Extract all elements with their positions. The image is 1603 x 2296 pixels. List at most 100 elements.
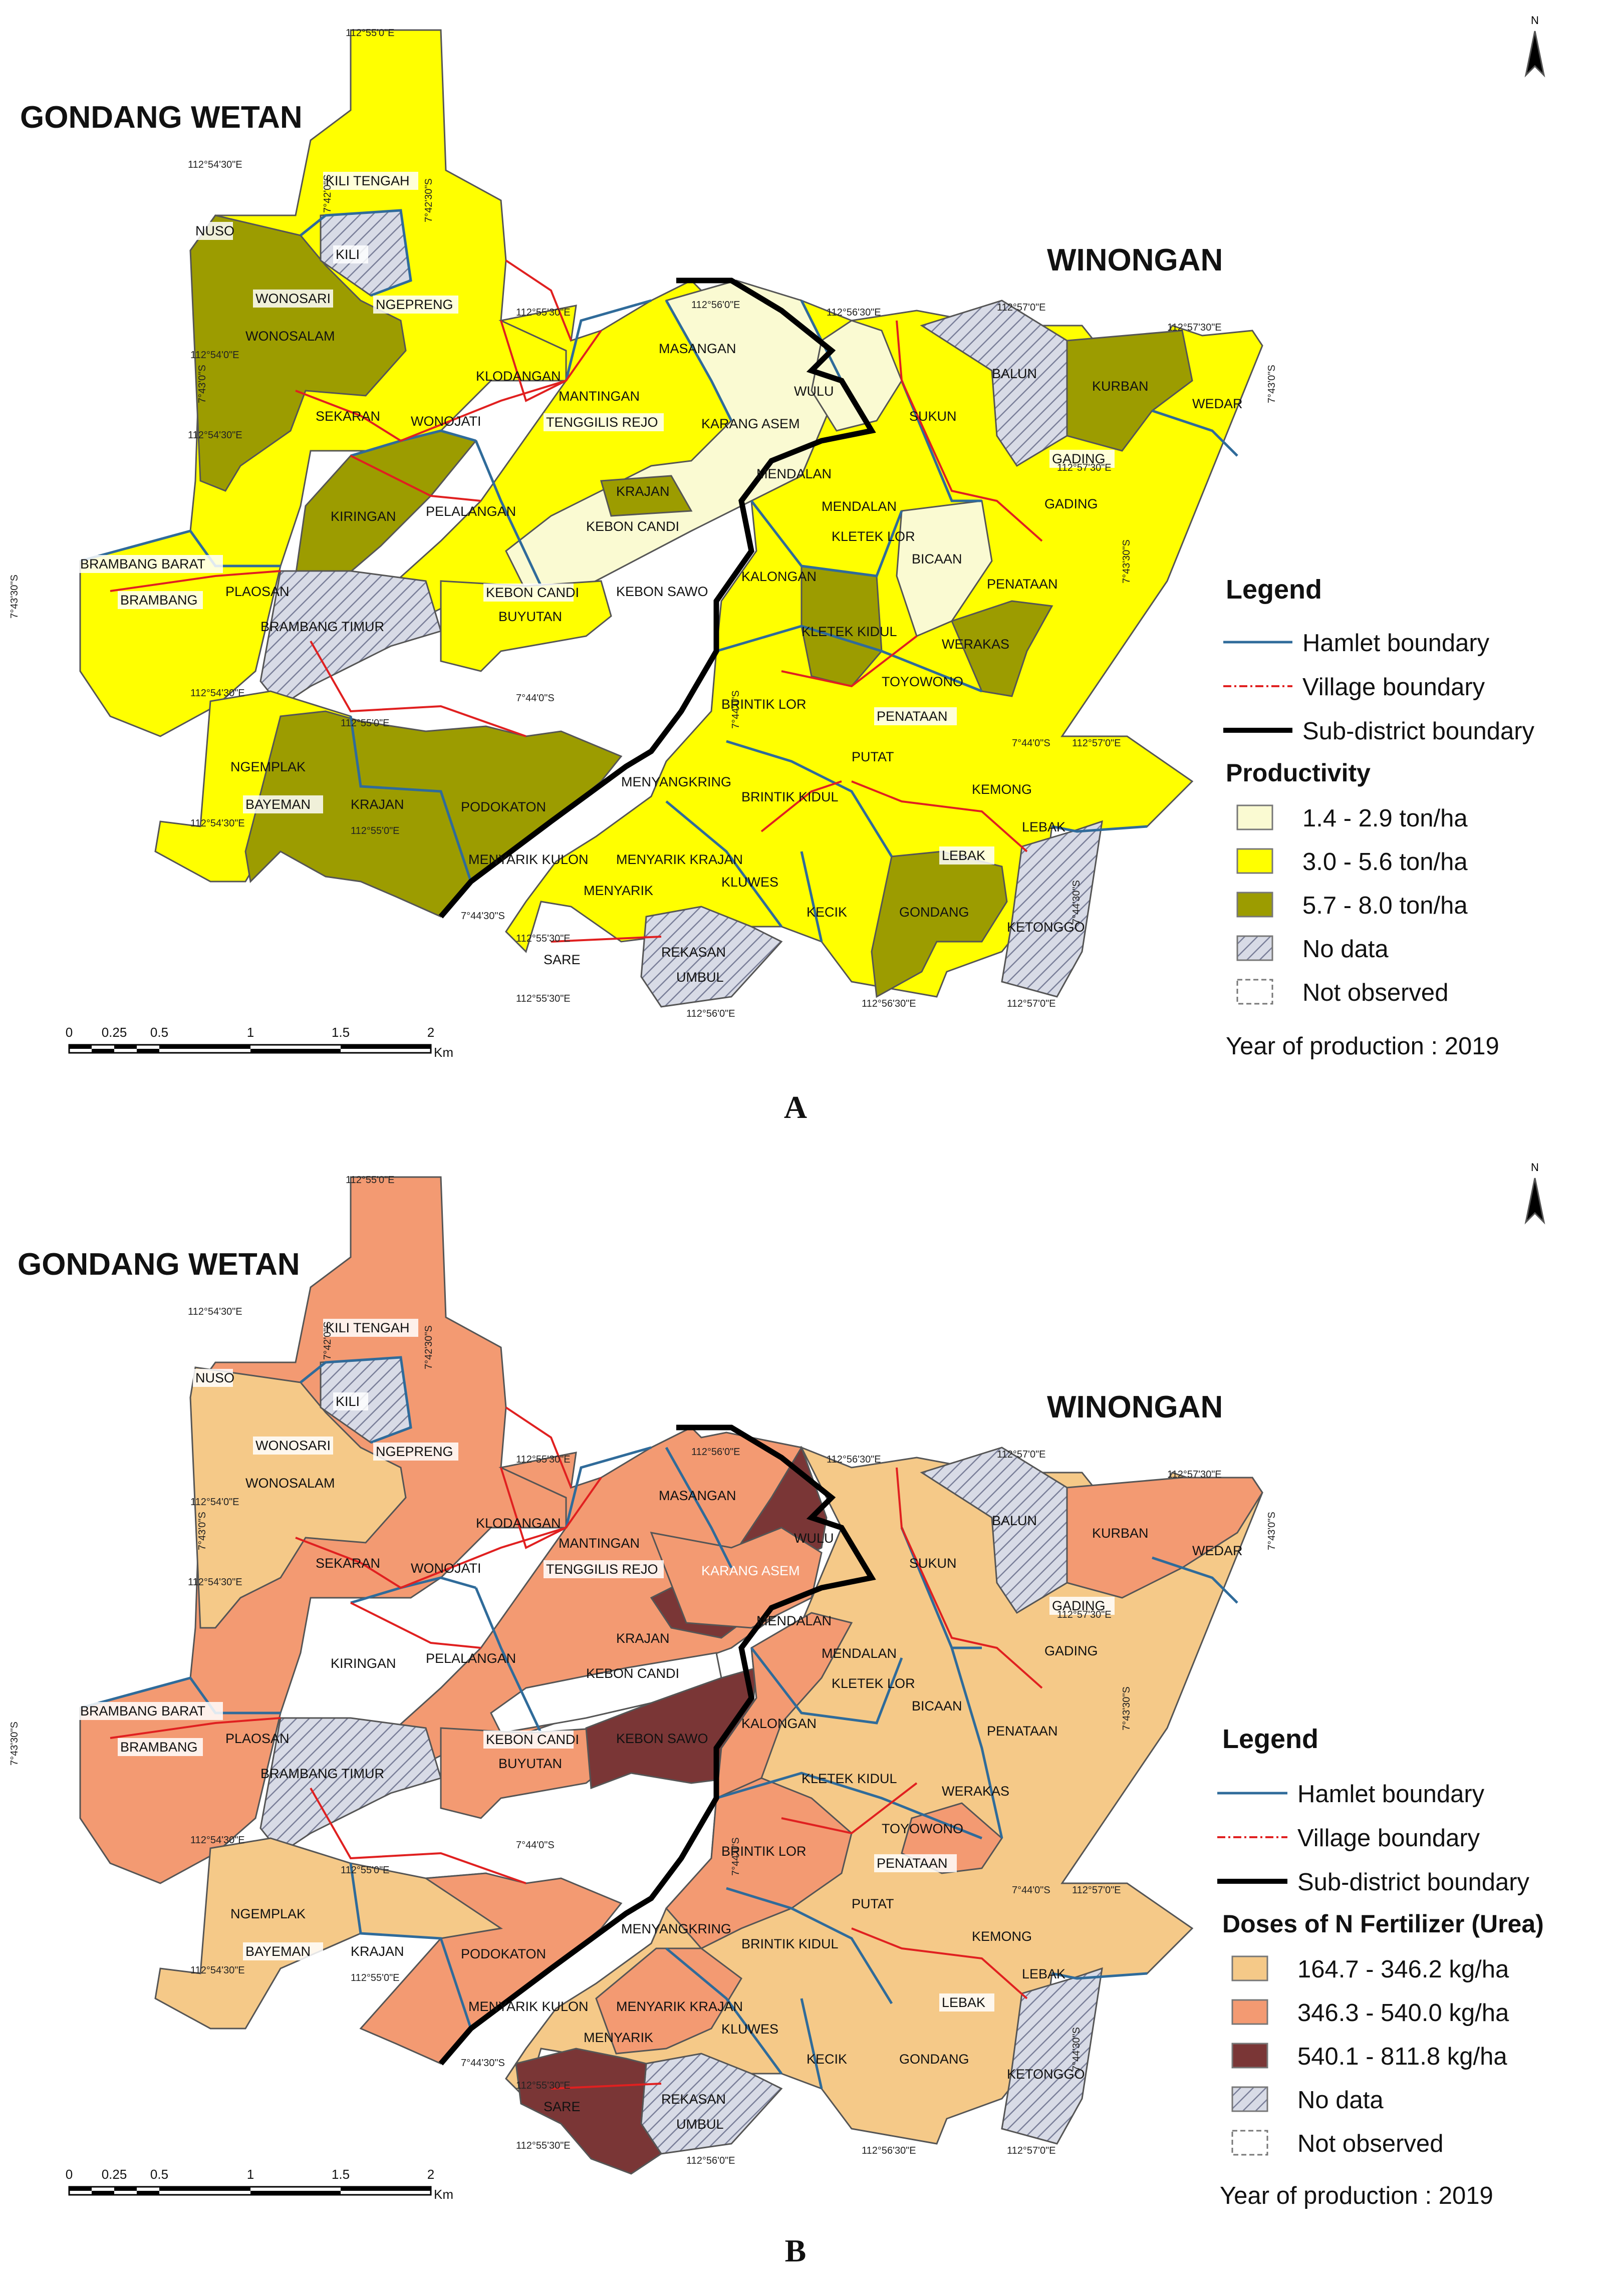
legend-b-swatch-mid: [1231, 1999, 1268, 2025]
svg-text:7°44'0"S: 7°44'0"S: [730, 690, 741, 729]
svg-text:NUSO: NUSO: [195, 1370, 234, 1385]
panel-label-a: A: [784, 1089, 807, 1122]
svg-text:112°55'0"E: 112°55'0"E: [346, 1175, 395, 1186]
svg-text:NGEMPLAK: NGEMPLAK: [230, 759, 306, 774]
legend-a-swatch-mid: [1236, 848, 1273, 874]
svg-text:5.7 - 8.0 ton/ha: 5.7 - 8.0 ton/ha: [1302, 892, 1468, 919]
svg-text:112°55'30"E: 112°55'30"E: [516, 2080, 571, 2091]
svg-text:0: 0: [66, 2167, 73, 2182]
svg-text:BRINTIK LOR: BRINTIK LOR: [721, 697, 807, 712]
svg-text:PELALANGAN: PELALANGAN: [426, 1651, 516, 1666]
svg-text:BALUN: BALUN: [992, 1513, 1037, 1528]
hamlet-ketonggo-nodata: [1001, 820, 1103, 998]
svg-text:0.25: 0.25: [102, 1025, 127, 1040]
svg-text:Sub-district boundary: Sub-district boundary: [1297, 1869, 1530, 1896]
svg-text:NGEPRENG: NGEPRENG: [376, 1444, 453, 1459]
svg-text:MASANGAN: MASANGAN: [659, 341, 736, 356]
svg-text:WULU: WULU: [794, 384, 834, 399]
svg-text:KEBON CANDI: KEBON CANDI: [486, 1732, 579, 1747]
svg-text:BRINTIK KIDUL: BRINTIK KIDUL: [741, 789, 839, 804]
svg-text:SEKARAN: SEKARAN: [316, 1556, 380, 1571]
svg-text:BRINTIK KIDUL: BRINTIK KIDUL: [741, 1936, 839, 1951]
svg-text:7°43'30"S: 7°43'30"S: [9, 575, 20, 619]
svg-text:KEMONG: KEMONG: [972, 782, 1032, 797]
svg-text:KARANG ASEM: KARANG ASEM: [701, 416, 800, 431]
svg-text:7°44'0"S: 7°44'0"S: [516, 693, 555, 704]
map-b-svg: GONDANG WETAN WINONGAN N: [9, 1161, 1545, 2268]
svg-text:Productivity: Productivity: [1226, 759, 1371, 787]
svg-text:7°44'0"S: 7°44'0"S: [1012, 738, 1050, 749]
svg-text:112°54'0"E: 112°54'0"E: [190, 1497, 239, 1508]
svg-text:112°55'30"E: 112°55'30"E: [516, 1454, 571, 1465]
svg-text:112°57'30"E: 112°57'30"E: [1167, 322, 1222, 333]
hamlet-wonosalam-area: [189, 214, 407, 492]
svg-text:WONOSALAM: WONOSALAM: [245, 329, 335, 344]
svg-text:0.25: 0.25: [102, 2167, 127, 2182]
hamlet-balun-nodata: [920, 300, 1068, 467]
svg-text:SARE: SARE: [544, 2099, 581, 2114]
svg-text:KALONGAN: KALONGAN: [741, 569, 817, 584]
svg-text:Hamlet boundary: Hamlet boundary: [1302, 630, 1490, 657]
svg-text:7°43'30"S: 7°43'30"S: [9, 1721, 20, 1766]
scale-bar-b: 0 0.25 0.5 1 1.5 2 Km: [66, 2167, 453, 2202]
svg-text:112°55'0"E: 112°55'0"E: [341, 1865, 390, 1876]
svg-text:112°55'30"E: 112°55'30"E: [516, 933, 571, 944]
svg-text:112°54'30"E: 112°54'30"E: [188, 1306, 242, 1317]
svg-text:SUKUN: SUKUN: [909, 1556, 957, 1571]
svg-text:112°57'30"E: 112°57'30"E: [1057, 462, 1112, 473]
svg-text:GONDANG: GONDANG: [899, 2052, 969, 2067]
svg-text:112°56'0"E: 112°56'0"E: [686, 1008, 735, 1019]
svg-text:KURBAN: KURBAN: [1092, 1526, 1149, 1541]
svg-text:PODOKATON: PODOKATON: [461, 799, 546, 814]
svg-text:7°42'30"S: 7°42'30"S: [423, 1325, 434, 1369]
svg-text:Km: Km: [434, 1045, 453, 1060]
svg-text:PODOKATON: PODOKATON: [461, 1946, 546, 1961]
svg-text:1.5: 1.5: [332, 1025, 350, 1040]
svg-text:112°54'30"E: 112°54'30"E: [188, 159, 242, 170]
svg-text:KEBON CANDI: KEBON CANDI: [586, 519, 679, 534]
svg-text:BICAAN: BICAAN: [912, 551, 962, 566]
svg-text:TOYOWONO: TOYOWONO: [882, 1821, 963, 1836]
svg-text:KECIK: KECIK: [807, 905, 847, 920]
svg-text:Legend: Legend: [1226, 575, 1322, 605]
svg-text:KLETEK LOR: KLETEK LOR: [832, 529, 915, 544]
scale-bar-a: 0 0.25 0.5 1 1.5 2 Km: [66, 1025, 453, 1060]
svg-text:NGEPRENG: NGEPRENG: [376, 297, 453, 312]
svg-text:1: 1: [247, 2167, 254, 2182]
svg-text:REKASAN: REKASAN: [661, 945, 726, 960]
svg-text:112°55'30"E: 112°55'30"E: [516, 2140, 571, 2151]
svg-text:PUTAT: PUTAT: [852, 1896, 894, 1911]
svg-text:112°56'30"E: 112°56'30"E: [827, 307, 881, 318]
svg-text:Km: Km: [434, 2187, 453, 2202]
svg-text:No data: No data: [1297, 2087, 1384, 2114]
svg-text:112°57'0"E: 112°57'0"E: [1007, 2145, 1056, 2156]
legend-b-swatch-high: [1231, 2043, 1268, 2069]
svg-text:7°44'30"S: 7°44'30"S: [461, 911, 505, 922]
svg-text:112°54'0"E: 112°54'0"E: [190, 350, 239, 361]
svg-text:112°55'0"E: 112°55'0"E: [341, 718, 390, 729]
svg-text:WERAKAS: WERAKAS: [942, 1784, 1009, 1799]
svg-text:KECIK: KECIK: [807, 2052, 847, 2067]
svg-text:MENDALAN: MENDALAN: [822, 499, 897, 514]
svg-text:112°55'0"E: 112°55'0"E: [346, 28, 395, 39]
svg-text:KLUWES: KLUWES: [721, 2022, 778, 2037]
svg-text:112°56'30"E: 112°56'30"E: [827, 1454, 881, 1465]
svg-text:7°42'0"S: 7°42'0"S: [322, 1321, 333, 1360]
svg-text:NUSO: NUSO: [195, 223, 234, 238]
svg-text:N: N: [1531, 1161, 1539, 1174]
svg-text:MENDALAN: MENDALAN: [756, 466, 832, 481]
svg-text:7°44'30"S: 7°44'30"S: [461, 2058, 505, 2069]
svg-text:112°56'0"E: 112°56'0"E: [691, 1447, 740, 1458]
svg-text:PENATAAN: PENATAAN: [877, 1856, 948, 1871]
svg-text:KLODANGAN: KLODANGAN: [476, 1516, 561, 1531]
svg-text:346.3 - 540.0 kg/ha: 346.3 - 540.0 kg/ha: [1297, 1999, 1509, 2027]
svg-text:112°57'30"E: 112°57'30"E: [1057, 1609, 1112, 1620]
svg-text:BRAMBANG: BRAMBANG: [120, 593, 198, 608]
hamlet-wonosalam-low: [189, 1366, 407, 1629]
hamlet-boundaries-a: [80, 209, 1238, 942]
svg-text:3.0 - 5.6 ton/ha: 3.0 - 5.6 ton/ha: [1302, 848, 1468, 876]
panel-b-fertilizer: GONDANG WETAN WINONGAN N: [0, 1147, 1603, 2269]
svg-text:Not observed: Not observed: [1302, 979, 1448, 1006]
svg-text:GADING: GADING: [1044, 496, 1098, 511]
svg-text:112°54'30"E: 112°54'30"E: [190, 688, 245, 699]
